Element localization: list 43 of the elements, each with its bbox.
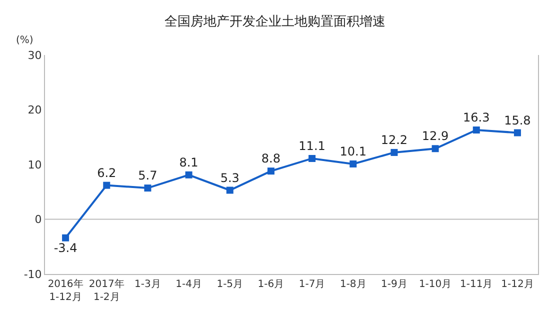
x-tick-label: 1-8月 (340, 279, 366, 290)
point (514, 129, 521, 136)
point (62, 234, 70, 242)
point (308, 154, 316, 162)
point (144, 184, 152, 192)
data-label: 12.9 (422, 129, 449, 144)
point (390, 148, 398, 156)
y-tick-label: 20 (28, 104, 42, 117)
y-tick-label: 30 (28, 48, 42, 62)
data-label: 6.2 (97, 166, 116, 180)
point (267, 168, 274, 175)
x-tick-label: 2017年 1-2月 (88, 278, 124, 303)
x-tick-label: 1-10月 (418, 279, 452, 290)
point (432, 145, 439, 152)
data-label: 10.1 (340, 144, 366, 159)
data-label: 15.8 (504, 113, 531, 128)
point (185, 171, 192, 178)
data-label: 8.1 (179, 156, 198, 170)
x-tick-label: 1-3月 (134, 279, 161, 290)
point (472, 126, 480, 134)
x-tick-label: 1-5月 (216, 279, 244, 290)
chart-title: 全国房地产开发企业土地购置面积增速 (164, 13, 386, 30)
data-label: -3.4 (54, 241, 78, 256)
x-tick-label: 1-7月 (298, 279, 326, 290)
y-tick-label: 10 (28, 158, 42, 172)
x-tick-label: 1-12月 (501, 279, 534, 290)
point (226, 186, 234, 194)
x-tick-label: 2016年 1-12月 (48, 278, 84, 303)
data-label: 12.2 (380, 133, 408, 148)
point (103, 182, 110, 189)
data-label: 11.1 (298, 139, 326, 154)
data-label: 16.3 (463, 110, 490, 125)
point (350, 160, 357, 168)
data-label: 8.8 (261, 152, 281, 166)
y-tick-label: 0 (34, 213, 42, 226)
y-axis-title: (%) (16, 35, 34, 46)
x-tick-label: 1-4月 (176, 279, 202, 290)
y-tick-label: -10 (24, 268, 42, 281)
x-tick-label: 1-9月 (381, 279, 408, 290)
data-label: 5.7 (138, 168, 158, 183)
data-label: 5.3 (220, 170, 240, 185)
x-tick-label: 1-11月 (460, 279, 493, 290)
x-tick-label: 1-6月 (258, 279, 284, 290)
